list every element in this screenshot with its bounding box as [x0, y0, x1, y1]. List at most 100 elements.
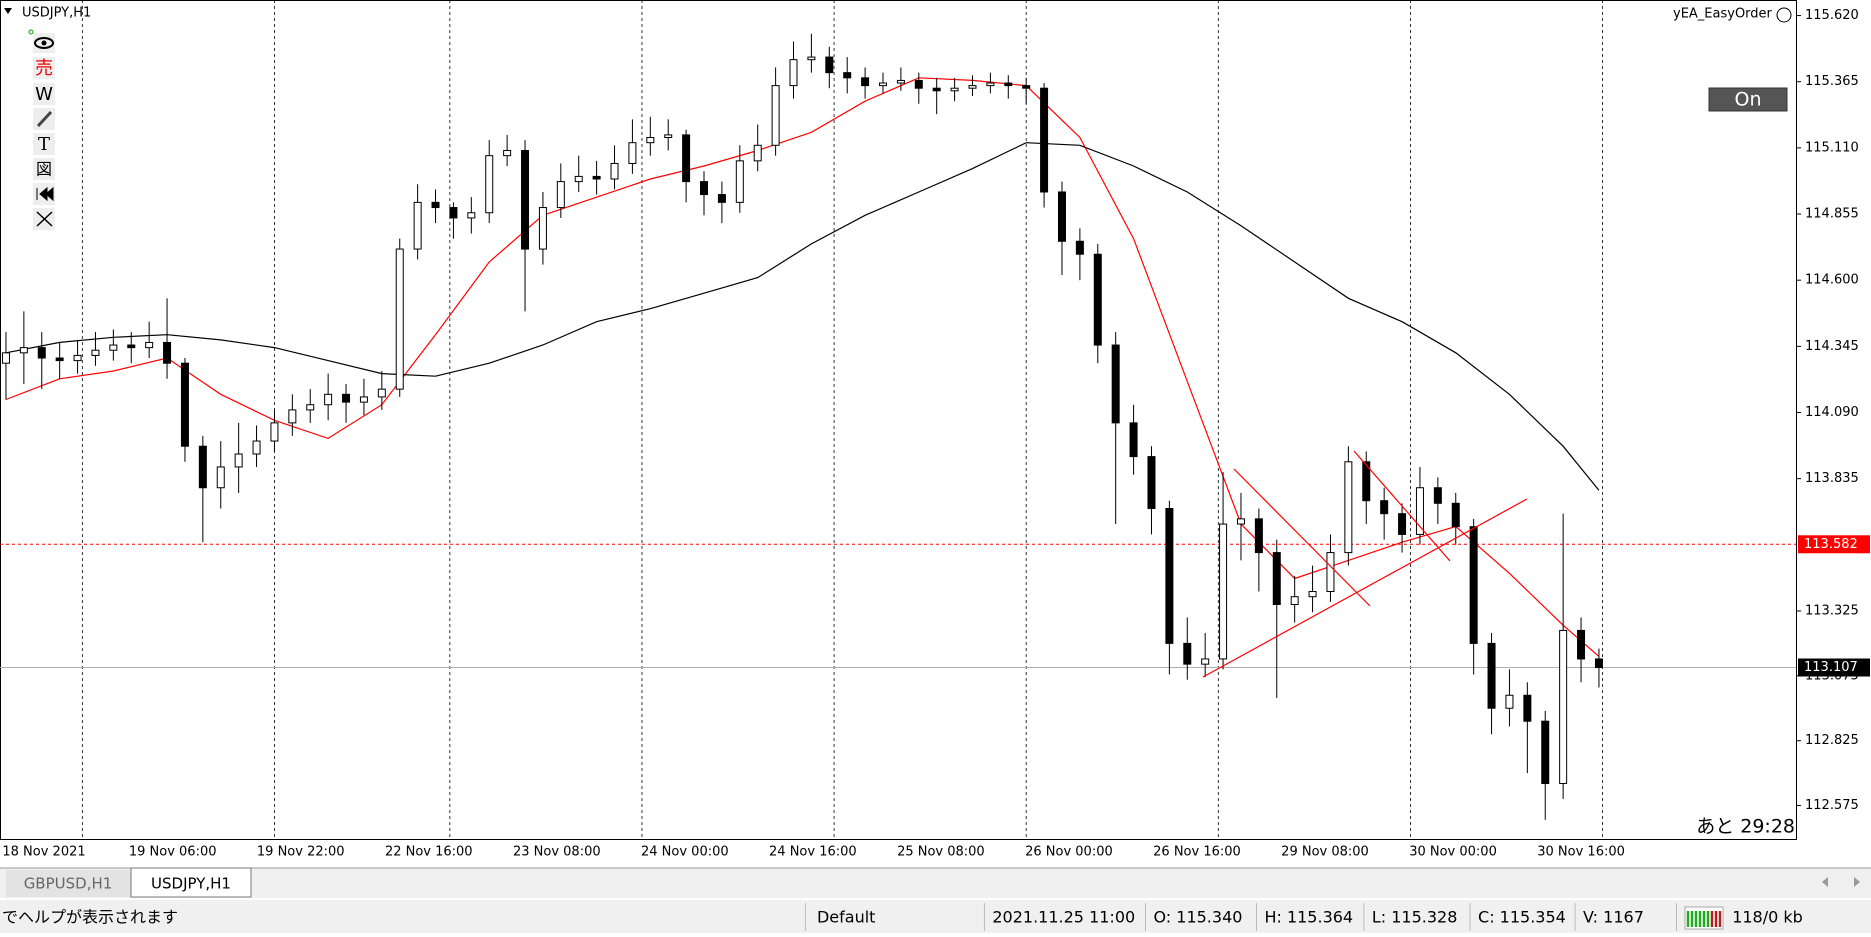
- rewind-icon: [36, 186, 54, 202]
- candle-body: [825, 56, 834, 74]
- scissors-icon: [36, 211, 53, 227]
- y-tick-label: 114.855: [1805, 207, 1859, 222]
- candle-body: [700, 181, 709, 196]
- tab-label[interactable]: USDJPY,H1: [151, 875, 231, 893]
- tab-label[interactable]: GBPUSD,H1: [24, 875, 113, 893]
- candle-body: [1541, 720, 1550, 784]
- candle-body: [1093, 253, 1102, 346]
- candle-body: [789, 59, 798, 87]
- candle-body: [753, 144, 762, 162]
- ea-button-label[interactable]: On: [1735, 89, 1762, 111]
- candle-body: [1594, 658, 1603, 669]
- candle-body: [1057, 191, 1066, 242]
- candle-body: [664, 134, 673, 138]
- connection-icon: [1684, 906, 1724, 930]
- candle-body: [413, 201, 422, 250]
- candle-body: [1451, 502, 1460, 528]
- tool-w[interactable]: [33, 83, 55, 105]
- x-tick-label: 26 Nov 16:00: [1153, 845, 1241, 860]
- status-item: でヘルプが表示されます: [2, 908, 178, 927]
- y-tick-label: 113.325: [1805, 603, 1859, 618]
- tab-active[interactable]: [130, 867, 252, 898]
- status-item: 118/0 kb: [1732, 908, 1803, 927]
- price-tag-label: 113.107: [1804, 660, 1858, 675]
- x-tick-label: 18 Nov 2021: [2, 845, 85, 860]
- candle-body: [771, 85, 780, 146]
- status-items: でヘルプが表示されます Default 2021.11.25 11:00 O: 115…: [2, 903, 1803, 931]
- candle-body: [109, 344, 118, 351]
- ea-button[interactable]: [1708, 87, 1788, 112]
- tool-label[interactable]: W: [35, 84, 53, 105]
- candle-body: [431, 201, 440, 209]
- tool-text[interactable]: [33, 133, 55, 155]
- trendline: [1202, 498, 1528, 678]
- candle-body: [1129, 422, 1138, 458]
- candle-body: [216, 466, 225, 489]
- status-item: C: 115.354: [1478, 908, 1566, 927]
- toolbar-dot: [28, 29, 34, 35]
- status-item: 2021.11.25 11:00: [992, 908, 1135, 927]
- candle-body: [1559, 629, 1568, 784]
- candle-body: [449, 207, 458, 219]
- tab-bar: [0, 868, 1871, 898]
- status-item: V: 1167: [1583, 908, 1644, 927]
- candle-body: [395, 248, 404, 390]
- status-item: L: 115.328: [1372, 908, 1458, 927]
- ea-label: yEA_EasyOrder: [1673, 7, 1773, 22]
- candle-body: [843, 72, 852, 79]
- menu-arrow[interactable]: [4, 8, 12, 14]
- candle-body: [896, 79, 905, 84]
- candle-body: [163, 341, 172, 364]
- ea-icon: [1776, 7, 1792, 23]
- price-tag: [1798, 535, 1870, 554]
- plot: [0, 33, 1796, 820]
- candle-body: [270, 422, 279, 442]
- candle-body: [342, 393, 351, 403]
- candle-body: [592, 175, 601, 180]
- y-tick-label: 115.110: [1805, 140, 1859, 155]
- candle-body: [467, 212, 476, 219]
- candle-body: [807, 56, 816, 61]
- candle-body: [37, 347, 46, 359]
- candle-body: [717, 194, 726, 203]
- tool-label[interactable]: 図: [36, 160, 52, 179]
- candle-body: [19, 347, 28, 354]
- tool-label[interactable]: 売: [35, 58, 53, 79]
- candle-body: [1433, 487, 1442, 504]
- candle-body: [1344, 461, 1353, 554]
- candle-body: [538, 207, 547, 250]
- candle-body: [1147, 456, 1156, 509]
- connection-bars: [1710, 911, 1722, 927]
- candle-body: [1022, 85, 1031, 89]
- candle-body: [485, 155, 494, 214]
- candle-body: [574, 175, 583, 183]
- candle-body: [1398, 513, 1407, 535]
- candle-body: [878, 82, 887, 87]
- candle-body: [91, 349, 100, 356]
- candle-body: [55, 357, 64, 362]
- tool-sell[interactable]: [33, 57, 55, 79]
- candle-body: [556, 181, 565, 209]
- x-tick-label: 19 Nov 22:00: [257, 845, 345, 860]
- y-tick-label: 115.620: [1805, 8, 1859, 23]
- tool-label[interactable]: T: [38, 134, 50, 155]
- y-tick-label: 114.345: [1805, 339, 1859, 354]
- eye-icon: [34, 37, 54, 49]
- candle-body: [861, 77, 870, 87]
- tool-figure[interactable]: [33, 158, 55, 180]
- status-bar: [0, 900, 1871, 933]
- tab[interactable]: [6, 870, 131, 897]
- pencil-icon: [36, 110, 53, 128]
- x-tick-label: 29 Nov 08:00: [1281, 845, 1369, 860]
- x-tick-label: 30 Nov 16:00: [1537, 845, 1625, 860]
- candle-body: [1469, 526, 1478, 644]
- candle-body: [1272, 552, 1281, 605]
- trendlines: [1202, 450, 1528, 678]
- candle-body: [1, 352, 10, 364]
- candle-body: [1415, 487, 1424, 535]
- candle-body: [1505, 694, 1514, 709]
- candle-body: [306, 404, 315, 411]
- candle-body: [145, 341, 154, 349]
- candle-body: [914, 79, 923, 89]
- status-item: H: 115.364: [1264, 908, 1353, 927]
